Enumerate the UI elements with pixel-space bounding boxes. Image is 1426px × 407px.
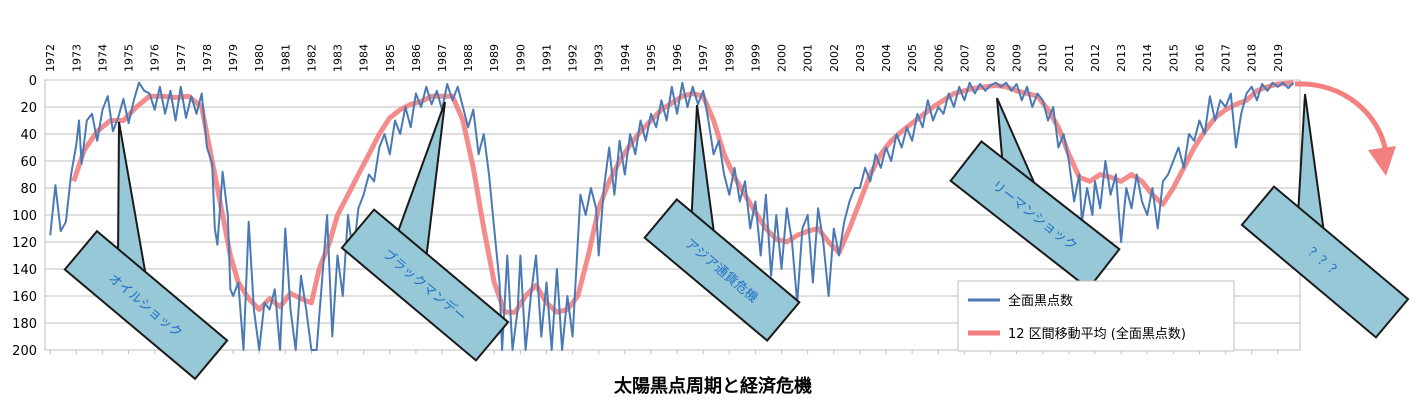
x-tick-label: 1977 bbox=[175, 44, 188, 72]
y-tick-label: 80 bbox=[20, 182, 37, 197]
x-tick-label: 2015 bbox=[1167, 44, 1180, 72]
y-tick-label: 60 bbox=[20, 155, 37, 170]
x-tick-label: 2019 bbox=[1272, 44, 1285, 72]
forecast-arrow-curve bbox=[1294, 81, 1388, 149]
x-tick-label: 1982 bbox=[305, 44, 318, 72]
x-tick-label: 1976 bbox=[149, 44, 162, 72]
moving-average-line bbox=[71, 80, 1294, 315]
y-tick-label: 200 bbox=[12, 344, 37, 359]
y-tick-label: 40 bbox=[20, 128, 37, 143]
x-tick-label: 2000 bbox=[776, 44, 789, 72]
callout-box bbox=[340, 208, 510, 362]
legend: 全面黒点数 12 区間移動平均 (全面黒点数) bbox=[957, 280, 1235, 352]
y-tick-label: 140 bbox=[12, 263, 37, 278]
x-tick-label: 1978 bbox=[201, 44, 214, 72]
x-tick-label: 2014 bbox=[1141, 44, 1154, 72]
x-tick-label: 1991 bbox=[540, 44, 553, 72]
x-tick-label: 1995 bbox=[645, 44, 658, 72]
x-tick-label: 2002 bbox=[828, 44, 841, 72]
series-lines bbox=[49, 80, 1295, 351]
y-tick-label: 100 bbox=[12, 209, 37, 224]
x-tick-label: 1985 bbox=[384, 44, 397, 72]
legend-label-series1: 全面黒点数 bbox=[1008, 293, 1073, 309]
callout-5: ？？？ bbox=[1240, 93, 1410, 339]
x-tick-label: 1980 bbox=[253, 44, 266, 72]
forecast-arrow bbox=[1294, 81, 1396, 176]
x-tick-label: 2006 bbox=[932, 44, 945, 72]
x-tick-label: 1994 bbox=[619, 44, 632, 72]
y-tick-label: 0 bbox=[29, 74, 37, 89]
x-axis-labels: 1972 1973 1974 1975 1976 1977 1978 1979 1980 1981… bbox=[44, 44, 1285, 72]
y-tick-label: 120 bbox=[12, 236, 37, 251]
x-tick-label: 2003 bbox=[854, 44, 867, 72]
x-tick-label: 2013 bbox=[1115, 44, 1128, 72]
x-tick-label: 2009 bbox=[1011, 44, 1024, 72]
x-tick-label: 1996 bbox=[671, 44, 684, 72]
x-tick-label: 1997 bbox=[697, 44, 710, 72]
legend-box bbox=[957, 280, 1235, 352]
y-tick-label: 180 bbox=[12, 317, 37, 332]
x-tick-label: 2010 bbox=[1037, 44, 1050, 72]
x-tick-label: 2017 bbox=[1220, 44, 1233, 72]
x-tick-label: 1973 bbox=[70, 44, 83, 72]
x-tick-label: 1987 bbox=[436, 44, 449, 72]
x-tick-label: 2008 bbox=[984, 44, 997, 72]
x-tick-label: 1974 bbox=[96, 44, 109, 72]
x-tick-label: 1972 bbox=[44, 44, 57, 72]
x-tick-label: 1986 bbox=[410, 44, 423, 72]
y-tick-label: 160 bbox=[12, 290, 37, 305]
x-tick-label: 1989 bbox=[488, 44, 501, 72]
x-tick-label: 1983 bbox=[332, 44, 345, 72]
forecast-arrow-head bbox=[1368, 146, 1396, 176]
chart-title: 太陽黒点周期と経済危機 bbox=[614, 375, 812, 397]
x-tick-label: 1975 bbox=[123, 44, 136, 72]
x-tick-label: 2004 bbox=[880, 44, 893, 72]
callout-pointer-fill bbox=[1298, 94, 1325, 240]
x-tick-label: 1979 bbox=[227, 44, 240, 72]
x-tick-label: 1992 bbox=[567, 44, 580, 72]
x-tick-label: 1981 bbox=[279, 44, 292, 72]
callout-pointer-fill bbox=[691, 105, 716, 248]
y-tick-label: 20 bbox=[20, 101, 37, 116]
x-tick-label: 2005 bbox=[906, 44, 919, 72]
callout-box bbox=[949, 140, 1121, 290]
x-tick-label: 2018 bbox=[1246, 44, 1259, 72]
x-tick-label: 1993 bbox=[593, 44, 606, 72]
x-tick-label: 2012 bbox=[1089, 44, 1102, 72]
x-tick-label: 1998 bbox=[723, 44, 736, 72]
x-tick-label: 1990 bbox=[514, 44, 527, 72]
callout-box bbox=[1240, 185, 1410, 339]
x-tick-label: 2001 bbox=[802, 44, 815, 72]
sunspot-count-line bbox=[49, 81, 1295, 351]
x-tick-label: 1984 bbox=[358, 44, 371, 72]
x-tick-label: 1988 bbox=[462, 44, 475, 72]
legend-label-series2: 12 区間移動平均 (全面黒点数) bbox=[1008, 326, 1186, 342]
x-tick-label: 2007 bbox=[958, 44, 971, 72]
x-tick-label: 2016 bbox=[1193, 44, 1206, 72]
callout-box bbox=[63, 229, 229, 381]
x-tick-label: 2011 bbox=[1063, 44, 1076, 72]
y-axis-labels: 0 20 40 60 80 100 120 140 160 180 200 bbox=[12, 74, 37, 359]
x-tick-label: 1999 bbox=[749, 44, 762, 72]
callout-box bbox=[643, 198, 801, 342]
